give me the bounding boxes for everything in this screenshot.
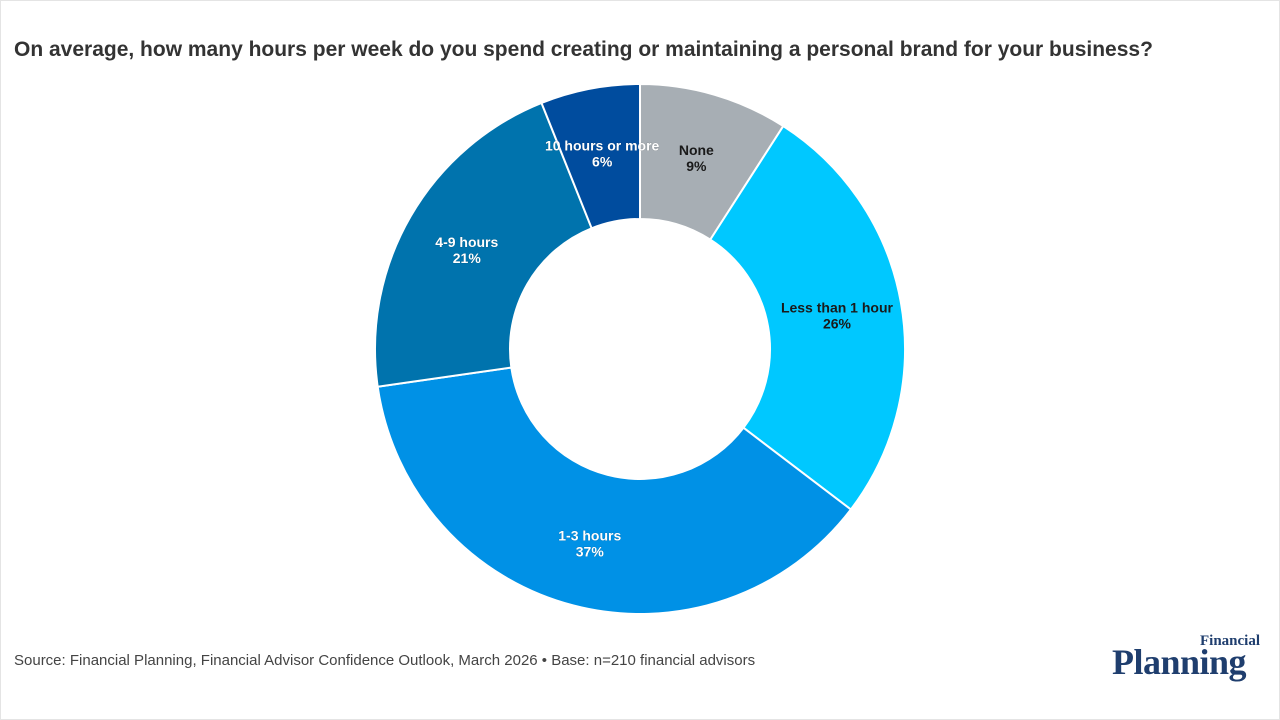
slice-category-10-hours-or-more: 10 hours or more [545, 138, 660, 154]
slice-value-less-than-1-hour: 26% [823, 315, 852, 331]
slice-value-none: 9% [686, 158, 707, 174]
slice-value-1-3-hours: 37% [576, 544, 605, 560]
chart-title: On average, how many hours per week do y… [14, 38, 1153, 61]
source-note: Source: Financial Planning, Financial Ad… [14, 652, 756, 669]
slice-category-4-9-hours: 4-9 hours [435, 234, 498, 250]
slice-1-3-hours [376, 366, 853, 616]
slice-label-4-9-hours: 4-9 hours 21% [435, 234, 498, 266]
slice-label-none: None 9% [679, 142, 714, 174]
logo-line-2: Planning [1112, 642, 1247, 682]
slice-label-less-than-1-hour: Less than 1 hour 26% [781, 299, 894, 331]
slice-label-1-3-hours: 1-3 hours 37% [558, 528, 621, 560]
slice-value-10-hours-or-more: 6% [592, 154, 613, 170]
slice-less-than-1-hour [708, 124, 906, 511]
labels-group: None 9% Less than 1 hour 26% 1-3 hours 37% 4-9… [435, 137, 894, 560]
slice-category-less-than-1-hour: Less than 1 hour [781, 299, 894, 315]
logo-line-1: Financial [1199, 633, 1260, 649]
slice-category-1-3-hours: 1-3 hours [558, 528, 621, 544]
slice-4-9-hours [374, 101, 593, 388]
slice-10-hours-or-more [540, 82, 641, 230]
financial-planning-logo: Financial Planning [1112, 634, 1268, 682]
slices-group [374, 82, 906, 616]
slice-value-4-9-hours: 21% [453, 250, 482, 266]
slice-category-none: None [679, 142, 714, 158]
slice-label-10-hours-or-more: 10 hours or more 6% [545, 138, 660, 170]
